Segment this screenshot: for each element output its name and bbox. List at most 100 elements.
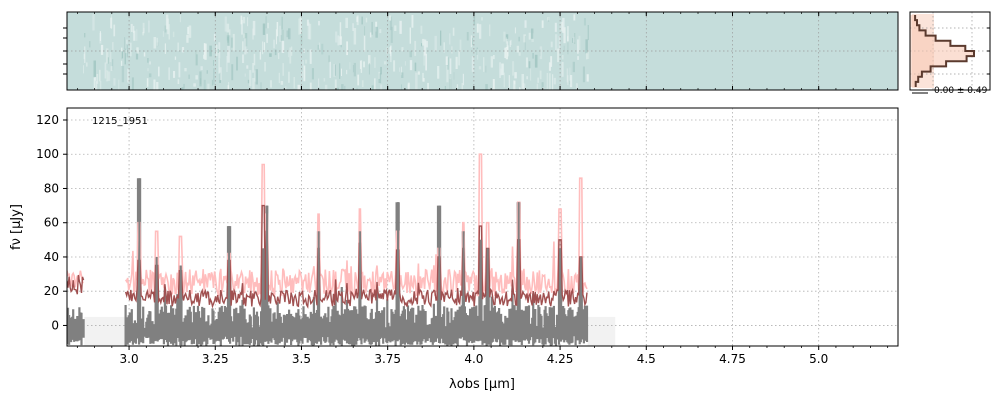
spectrum-2d-pixel	[446, 65, 449, 83]
spectrum-2d-pixel	[207, 83, 210, 90]
spectrum-2d-pixel	[485, 65, 487, 73]
spectrum-2d-pixel	[104, 62, 107, 79]
spectrum-2d-pixel	[285, 86, 287, 90]
spectrum-2d-pixel	[143, 28, 145, 33]
spectrum-2d-pixel	[374, 57, 376, 68]
profile-plot	[909, 11, 991, 94]
spectrum-2d-pixel	[318, 78, 320, 88]
spectrum-2d-pixel	[585, 39, 588, 54]
x-tick-label: 4.5	[637, 352, 656, 366]
spectrum-2d-pixel	[228, 82, 230, 90]
spectrum-2d-pixel	[483, 57, 485, 72]
spectrum-2d-pixel	[567, 26, 569, 42]
spectrum-2d-pixel	[124, 48, 126, 65]
spectrum-2d-pixel	[356, 87, 358, 90]
spectrum-2d-pixel	[341, 68, 342, 76]
spectrum-2d-pixel	[577, 56, 579, 60]
spectrum-2d-pixel	[279, 25, 281, 42]
spectrum-2d-pixel	[554, 22, 557, 32]
spectrum-2d-pixel	[86, 62, 88, 67]
spectrum-2d-pixel	[146, 78, 149, 87]
spectrum-2d-pixel	[269, 80, 272, 88]
spectrum-2d-pixel	[424, 39, 427, 56]
spectrum-2d-pixel	[89, 41, 91, 48]
spectrum-2d-pixel	[244, 33, 248, 47]
x-tick-label: 4.25	[547, 352, 574, 366]
spectrum-2d-pixel	[508, 75, 510, 88]
spectrum-2d-pixel	[135, 51, 139, 60]
spectrum-2d-pixel	[501, 63, 504, 76]
spectrum-2d-pixel	[561, 61, 564, 77]
spectrum-2d-pixel	[298, 18, 301, 35]
spectrum-2d-pixel	[563, 27, 566, 44]
spectrum-2d-pixel	[379, 29, 382, 34]
spectrum-2d-pixel	[153, 79, 156, 90]
spectrum-2d-pixel	[278, 72, 280, 84]
spectrum-2d-pixel	[247, 17, 249, 27]
spectrum-2d-pixel	[124, 37, 126, 49]
spectrum-2d-pixel	[566, 68, 569, 83]
spectrum-2d-pixel	[473, 15, 476, 26]
spectrum-2d-pixel	[127, 68, 129, 83]
spectrum-2d-pixel	[583, 18, 586, 26]
spectrum-2d-pixel	[572, 61, 575, 73]
spectrum-2d-pixel	[356, 16, 359, 22]
spectrum-2d-pixel	[252, 78, 255, 90]
spectrum-2d-pixel	[286, 30, 289, 38]
spectrum-2d-pixel	[443, 42, 445, 53]
spectrum-2d-pixel	[452, 27, 455, 36]
spectrum-2d-pixel	[181, 47, 185, 53]
spectrum-2d-pixel	[409, 60, 413, 71]
spectrum-2d-pixel	[539, 49, 541, 57]
spectrum-2d-pixel	[265, 16, 267, 29]
spectrum-2d-pixel	[339, 63, 341, 79]
spectrum-2d-pixel	[147, 58, 149, 63]
spectrum-2d-pixel	[84, 46, 86, 63]
spectrum-2d-pixel	[374, 78, 376, 90]
spectrum-2d-pixel	[539, 46, 543, 60]
spectrum-2d-pixel	[537, 77, 539, 83]
spectrum-2d-pixel	[266, 33, 268, 43]
spectrum-2d-pixel	[153, 37, 157, 49]
spectrum-2d-pixel	[226, 23, 230, 36]
spectrum-2d-pixel	[243, 33, 246, 38]
spectrum-2d-pixel	[164, 25, 167, 33]
spectrum-2d-pixel	[455, 56, 458, 69]
spectrum-2d-pixel	[242, 16, 246, 24]
spectrum-2d-pixel	[288, 28, 291, 40]
spectrum-2d-pixel	[499, 68, 502, 76]
spectrum-2d-pixel	[300, 47, 303, 53]
spectrum-2d-pixel	[156, 37, 158, 46]
spectrum-2d-pixel	[401, 84, 402, 90]
spectrum-2d-pixel	[109, 52, 112, 63]
spectrum-2d-pixel	[130, 42, 132, 57]
spectrum-2d-pixel	[323, 78, 326, 82]
spectrum-2d-pixel	[493, 55, 495, 60]
x-axis-label: λobs [μm]	[449, 377, 515, 392]
spectrum-2d-pixel	[407, 82, 410, 88]
spectrum-2d-pixel	[289, 47, 292, 64]
spectrum-2d-pixel	[188, 74, 190, 79]
spectrum-2d-pixel	[558, 35, 561, 52]
spectrum-2d-pixel	[461, 83, 464, 90]
spectrum-2d-pixel	[246, 65, 249, 69]
spectrum-2d-pixel	[375, 21, 378, 32]
spectrum-2d-pixel	[269, 53, 272, 57]
spectrum-2d-pixel	[577, 39, 579, 54]
spectrum-2d-pixel	[329, 61, 331, 78]
spectrum-2d-pixel	[334, 64, 336, 76]
spectrum-2d-pixel	[83, 53, 85, 60]
spectrum-2d-pixel	[505, 47, 508, 60]
spectrum-2d-pixel	[421, 43, 423, 47]
spectrum-2d-pixel	[93, 77, 96, 90]
spectrum-2d-pixel	[521, 74, 524, 89]
spectrum-2d-pixel	[409, 27, 411, 44]
spectrum-2d-pixel	[567, 75, 569, 86]
spectrum-2d-pixel	[324, 84, 328, 90]
spectrum-2d-pixel	[274, 49, 277, 56]
spectrum-2d-pixel	[519, 87, 522, 90]
spectrum-2d-pixel	[183, 83, 185, 89]
spectrum-2d-pixel	[196, 50, 198, 55]
spectrum-2d-pixel	[528, 32, 531, 40]
